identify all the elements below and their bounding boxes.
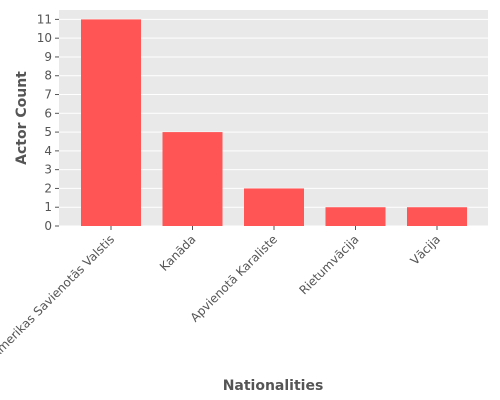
x-tick-label: Apvienotā Karaliste	[188, 232, 280, 324]
y-tick-label: 11	[37, 12, 52, 26]
y-tick-label: 5	[44, 125, 52, 139]
y-axis-ticks: 0 1 2 3 4 5 6 7 8 9 10 11	[37, 12, 59, 233]
x-tick-label: Rietumvācija	[296, 232, 361, 297]
bar	[325, 207, 386, 226]
bars	[81, 19, 467, 227]
y-tick-label: 6	[44, 106, 52, 120]
x-axis-title: Nationalities	[223, 378, 324, 394]
y-tick-label: 2	[44, 181, 52, 195]
y-tick-label: 7	[44, 88, 52, 102]
y-tick-label: 4	[44, 144, 52, 158]
x-tick-label: Kanāda	[157, 232, 199, 274]
bar	[81, 19, 141, 227]
y-tick-label: 9	[44, 50, 52, 64]
y-tick-label: 10	[37, 31, 52, 45]
y-tick-label: 3	[44, 163, 52, 177]
y-tick-label: 0	[44, 219, 52, 233]
bar	[244, 188, 304, 226]
y-axis-title: Actor Count	[14, 71, 30, 165]
x-tick-label: Amerikas Savienotās Valstis	[0, 232, 117, 361]
bar	[162, 132, 223, 226]
y-tick-label: 1	[44, 200, 52, 214]
bar	[407, 207, 467, 226]
y-tick-label: 8	[44, 69, 52, 83]
x-axis-ticks: Amerikas Savienotās Valstis KanādaApvieno…	[0, 226, 443, 361]
x-tick-label: Vācija	[408, 232, 443, 267]
